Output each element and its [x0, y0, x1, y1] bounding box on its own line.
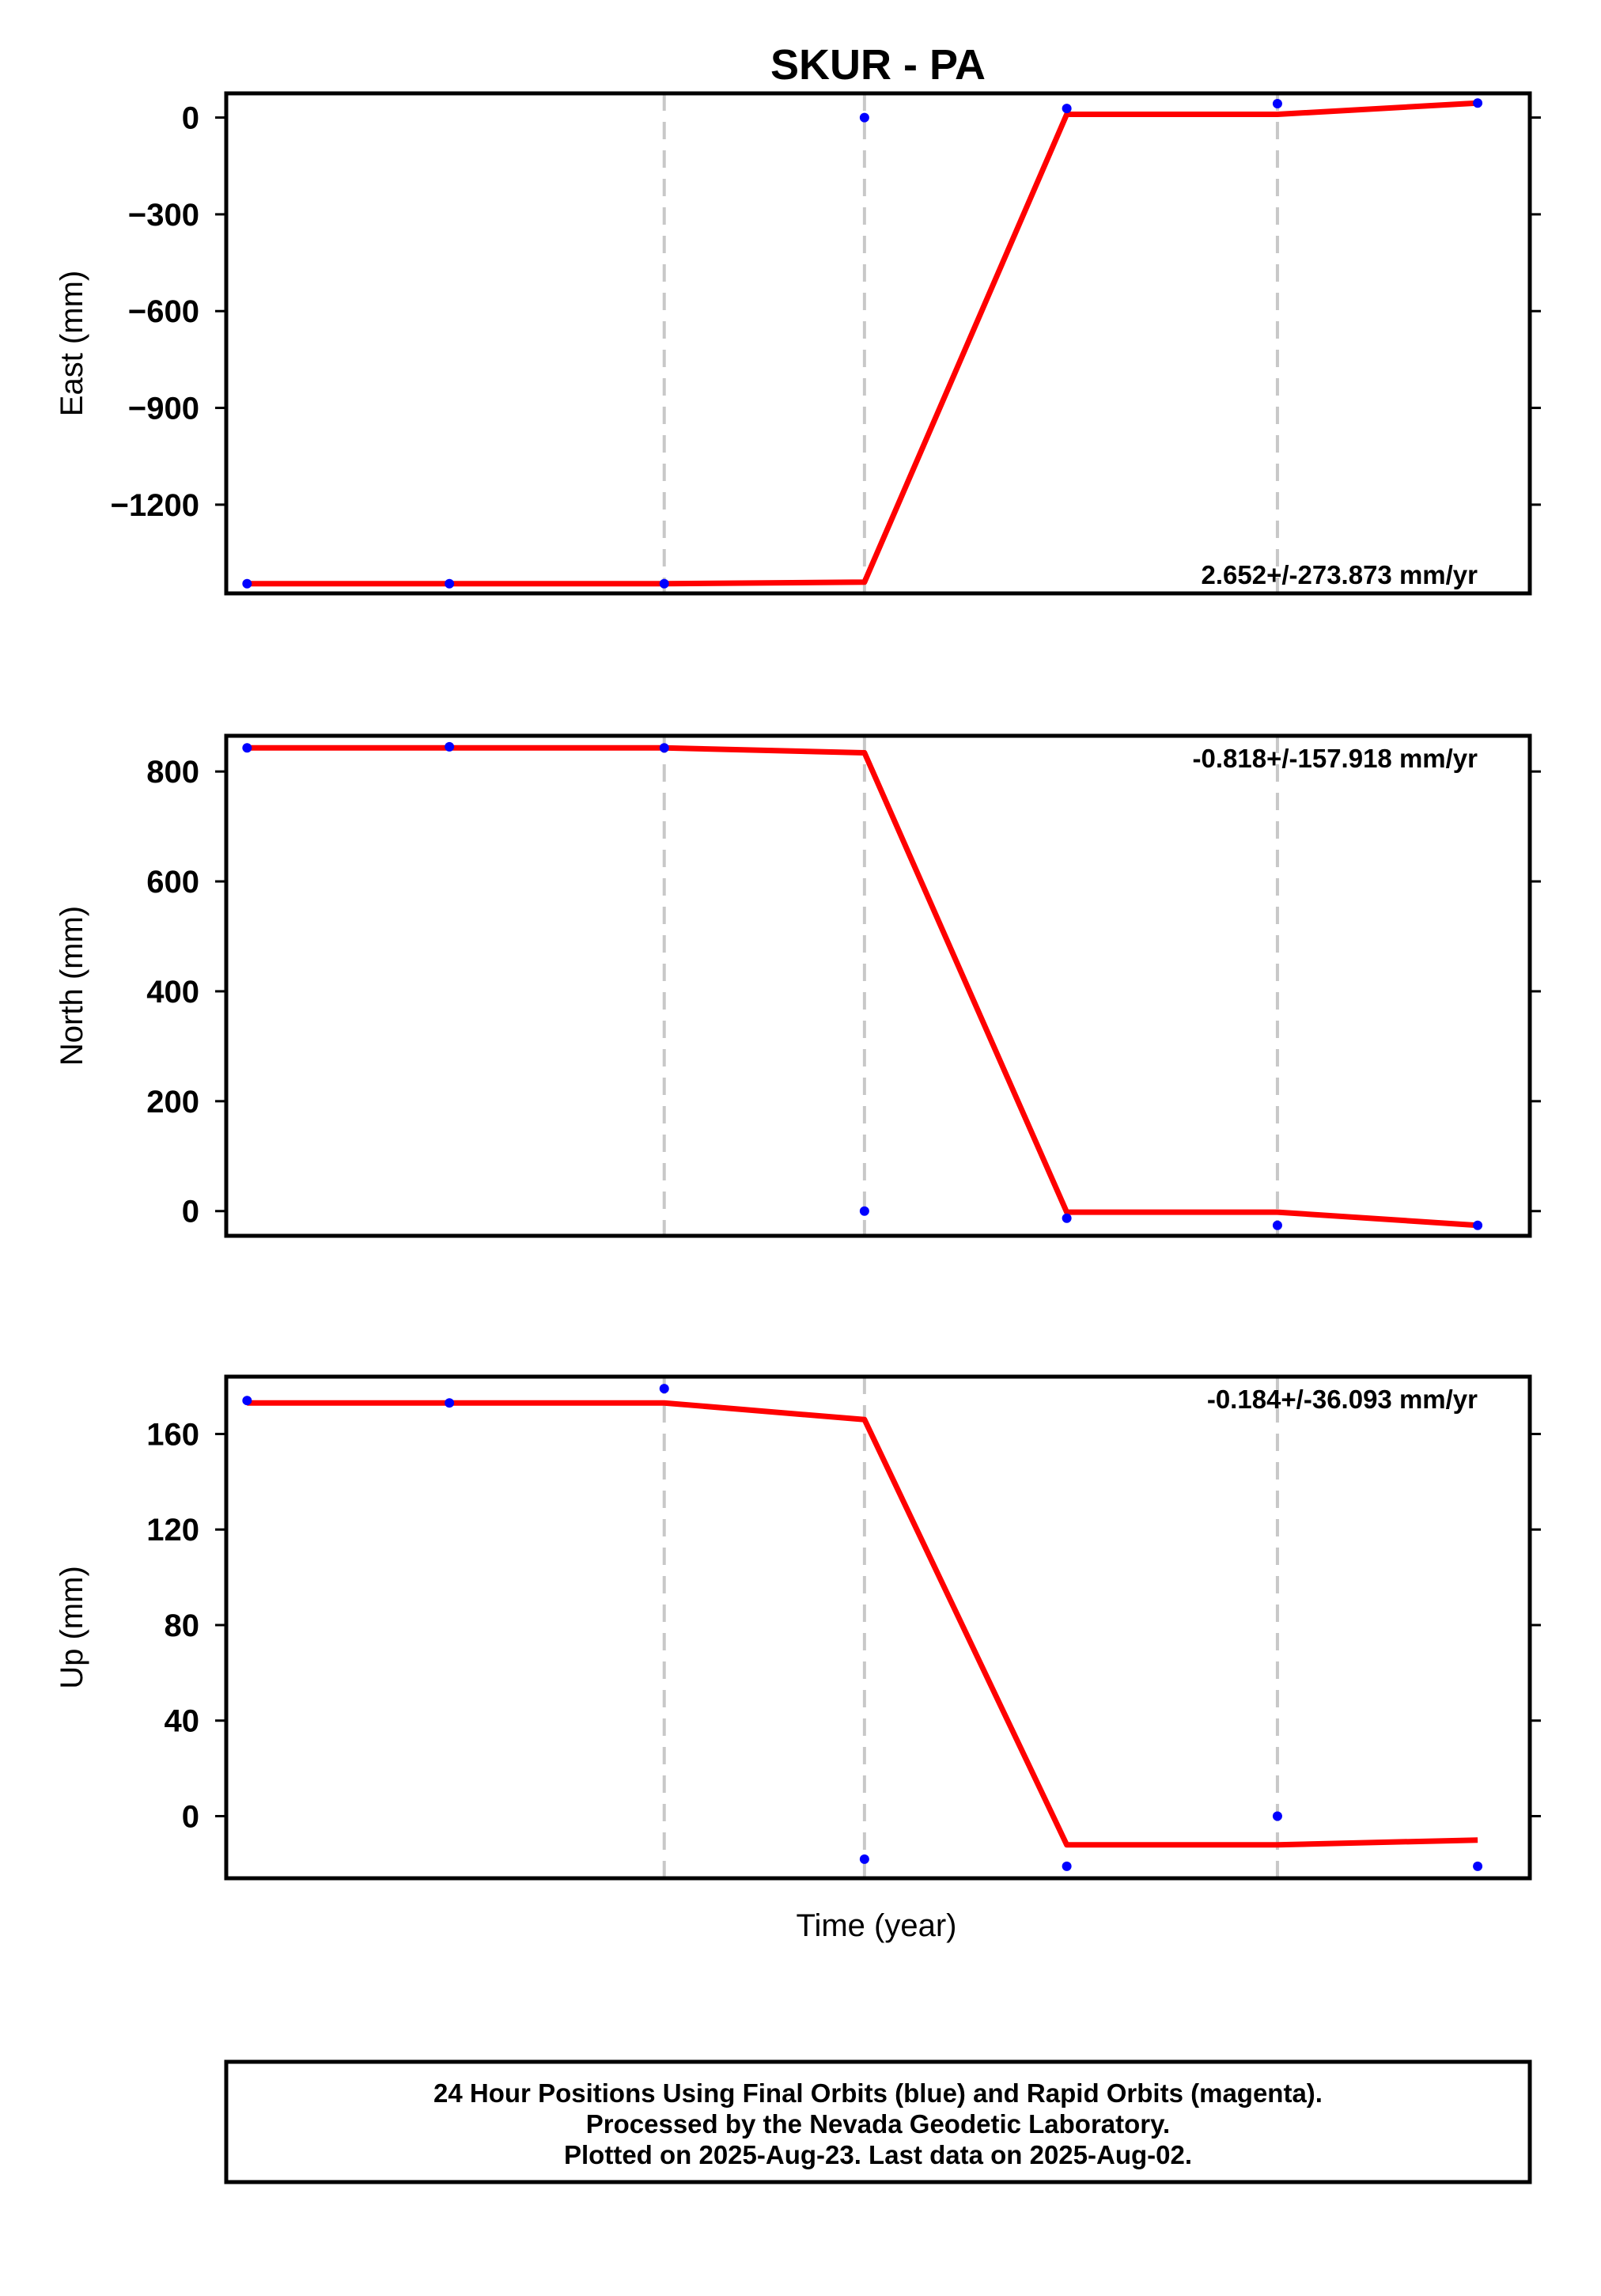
north-data-point-1: [445, 741, 455, 752]
up-ytick-label-3: 120: [146, 1513, 199, 1548]
north-data-point-5: [1272, 1220, 1282, 1230]
up-fit-line: [247, 1400, 1478, 1848]
north-data-point-2: [659, 743, 669, 753]
east-ytick-label-1: −300: [128, 198, 199, 233]
north-ytick-label-4: 800: [146, 755, 199, 790]
up-data-point-6: [1473, 1861, 1483, 1871]
north-plot-frame: [224, 733, 1532, 1238]
east-rate-label: 2.652+/-273.873 mm/yr: [1201, 560, 1478, 589]
up-data-point-4: [1062, 1861, 1072, 1871]
north-fit-line: [247, 744, 1478, 1229]
up-ytick-label-2: 80: [165, 1608, 200, 1643]
east-plot-frame: [224, 91, 1532, 596]
chart-title: SKUR - PA: [770, 41, 986, 89]
north-ytick-label-1: 200: [146, 1085, 199, 1120]
east-ytick-label-4: −1200: [111, 488, 199, 523]
north-y-axis-label: North (mm): [55, 906, 89, 1066]
north-ytick-label-0: 0: [182, 1195, 199, 1229]
north-data-point-3: [859, 1206, 869, 1216]
footer-line-1: 24 Hour Positions Using Final Orbits (bl…: [433, 2078, 1323, 2108]
north-data-point-0: [242, 743, 252, 753]
north-ytick-label-3: 600: [146, 865, 199, 900]
up-ytick-label-1: 40: [165, 1704, 200, 1739]
east-data-point-0: [242, 578, 252, 589]
east-data-point-2: [659, 578, 669, 589]
footer-line-2: Processed by the Nevada Geodetic Laborat…: [586, 2109, 1170, 2139]
up-plot-frame: [224, 1374, 1532, 1881]
up-rate-label: -0.184+/-36.093 mm/yr: [1207, 1385, 1478, 1414]
north-panel: 0 200 400 600 800 North (mm) -0.818+/-157.918 …: [55, 733, 1541, 1238]
north-rate-label: -0.818+/-157.918 mm/yr: [1192, 744, 1478, 773]
north-data-point-4: [1062, 1213, 1072, 1223]
up-y-axis-label: Up (mm): [55, 1566, 89, 1689]
up-data-point-3: [859, 1854, 869, 1864]
north-ytick-label-2: 400: [146, 975, 199, 1010]
east-ytick-label-2: −600: [128, 294, 199, 329]
east-ytick-label-3: −900: [128, 392, 199, 426]
east-data-point-4: [1062, 104, 1072, 114]
up-ytick-label-0: 0: [182, 1800, 199, 1835]
up-ytick-label-4: 160: [146, 1417, 199, 1452]
up-panel: 0 40 80 120 160 Up (mm) -0.184+/-36.093 mm/yr: [55, 1374, 1541, 1881]
footer-box: [224, 2059, 1532, 2184]
east-data-point-6: [1473, 98, 1483, 108]
north-data-point-6: [1473, 1220, 1483, 1230]
up-data-point-0: [242, 1396, 252, 1406]
footer-line-3: Plotted on 2025-Aug-23. Last data on 202…: [564, 2140, 1192, 2169]
east-panel: 0 −300 −600 −900 −1200 East (mm) 2.652+/-273.8…: [55, 91, 1541, 596]
east-data-point-3: [859, 112, 869, 123]
east-data-point-5: [1272, 99, 1282, 109]
east-ytick-label-0: 0: [182, 101, 199, 136]
east-y-axis-label: East (mm): [55, 271, 89, 416]
east-data-point-1: [445, 578, 455, 589]
east-fit-line: [247, 100, 1478, 587]
up-data-point-2: [659, 1384, 669, 1394]
up-data-point-5: [1272, 1811, 1282, 1821]
up-data-point-1: [445, 1398, 455, 1408]
x-axis-label: Time (year): [797, 1908, 957, 1943]
